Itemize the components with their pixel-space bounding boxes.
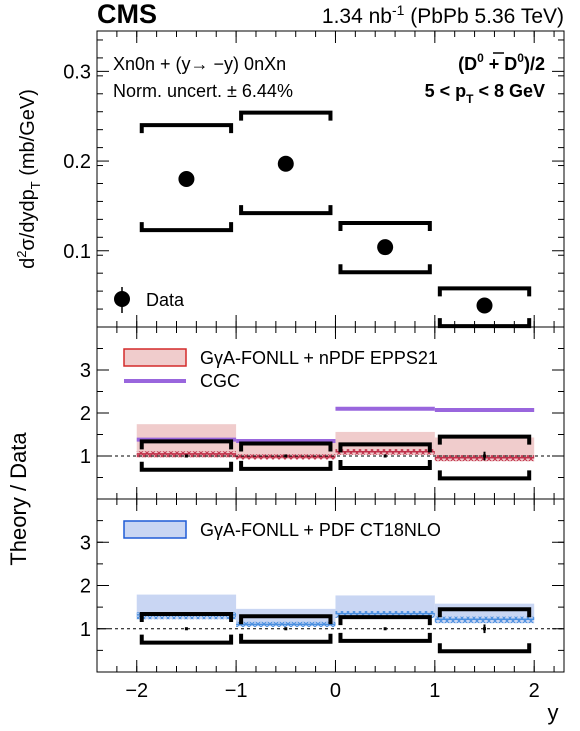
ratio2-syst-low-1 <box>239 633 333 644</box>
ratio1-syst-high-1 <box>239 441 333 452</box>
top-syst-low-1 <box>239 205 333 216</box>
ratio1-syst-low-3 <box>437 470 532 481</box>
p0-ytick-label-2: 0.3 <box>63 61 91 83</box>
ratio2-data-point-2 <box>383 627 387 631</box>
lumi-label: 1.34 nb-1 (PbPb 5.36 TeV) <box>322 2 564 28</box>
ratio-y-axis-label: Theory / Data <box>6 432 31 566</box>
legend-epps21: GγA-FONLL + nPDF EPPS21 <box>123 348 438 368</box>
top-syst-high-2 <box>338 220 432 231</box>
top-syst-low-0 <box>139 222 234 233</box>
dbar-letter: D <box>504 54 517 74</box>
xtick-label-1: −1 <box>225 680 248 702</box>
ratio2-syst-high-1 <box>239 614 333 625</box>
top-syst-high-3 <box>437 286 532 297</box>
ratio1-data-point-1 <box>284 454 288 458</box>
xtick-label-3: 1 <box>429 680 440 702</box>
data-points-layer <box>139 110 532 654</box>
top-panel-frame <box>96 30 565 328</box>
norm-uncert-label: Norm. uncert. ± 6.44% <box>113 81 293 101</box>
ratio1-data-point-2 <box>383 454 387 458</box>
legend-ct18: GγA-FONLL + PDF CT18NLO <box>123 520 441 540</box>
axis-ticks-layer: 0.1 0.2 0.3 1 2 3 1 2 3 −2 −1 0 1 2 <box>63 31 564 702</box>
ratio2-syst-low-0 <box>139 634 234 645</box>
legend-data-label: Data <box>146 290 185 310</box>
ratio1-syst-low-0 <box>139 461 234 472</box>
ratio2-data-point-3 <box>483 627 487 631</box>
ratio1-data-point-3 <box>483 454 487 458</box>
legend-cgc: CGC <box>124 371 240 391</box>
ratio1-syst-high-3 <box>437 434 532 445</box>
ratio2-data-point-0 <box>184 627 188 631</box>
ratio2-data-point-1 <box>284 627 288 631</box>
xtick-label-2: 0 <box>330 680 341 702</box>
top-syst-low-3 <box>437 318 532 329</box>
x-axis-label: y <box>548 700 559 725</box>
ratio1-syst-low-1 <box>239 460 333 471</box>
species-label: (D0 + D0)/2 <box>458 51 545 74</box>
top-syst-high-0 <box>139 123 234 134</box>
top-syst-high-1 <box>239 110 333 121</box>
p1-ytick-label-0: 1 <box>80 446 91 468</box>
legend-ct18-label: GγA-FONLL + PDF CT18NLO <box>200 520 441 540</box>
p1-ytick-label-2: 3 <box>80 360 91 382</box>
ratio2-syst-high-3 <box>437 607 532 618</box>
xtick-label-0: −2 <box>125 680 148 702</box>
p0-ytick-label-0: 0.1 <box>63 241 91 263</box>
ratio1-syst-high-0 <box>139 439 234 450</box>
legend-data-marker <box>114 291 130 307</box>
xtick-label-4: 2 <box>529 680 540 702</box>
selection-label: Xn0n + (y→ −y) 0nXn <box>113 54 286 74</box>
p2-ytick-label-2: 3 <box>80 532 91 554</box>
p0-ytick-label-1: 0.2 <box>63 151 91 173</box>
top-data-point-2 <box>377 239 394 256</box>
p2-ytick-label-1: 2 <box>80 576 91 598</box>
pt-range-label: 5 < pT < 8 GeV <box>425 81 545 106</box>
ratio1-data-point-0 <box>184 454 188 458</box>
ratio2-band-inner-2 <box>335 611 435 618</box>
legend-ct18-swatch <box>123 520 187 539</box>
p1-ytick-label-1: 2 <box>80 403 91 425</box>
top-y-axis-label: d2σ/dydpT (mb/GeV) <box>14 89 43 269</box>
p2-ytick-label-0: 1 <box>80 619 91 641</box>
ratio2-syst-low-2 <box>338 632 432 643</box>
ratio2-syst-high-0 <box>139 612 234 623</box>
top-data-point-3 <box>476 297 493 314</box>
top-syst-low-2 <box>338 264 432 275</box>
top-data-point-0 <box>178 171 195 187</box>
ratio1-syst-high-2 <box>338 442 432 453</box>
legend-epps21-label: GγA-FONLL + nPDF EPPS21 <box>200 348 438 368</box>
legend-epps21-swatch <box>123 348 187 367</box>
ratio1-syst-low-2 <box>338 460 432 471</box>
ratio2-syst-low-3 <box>437 643 532 654</box>
ratio2-syst-high-2 <box>338 615 432 626</box>
experiment-label: CMS <box>97 0 157 29</box>
legend-cgc-label: CGC <box>200 371 240 391</box>
top-data-point-1 <box>277 155 294 172</box>
legend-data: Data <box>114 287 185 313</box>
